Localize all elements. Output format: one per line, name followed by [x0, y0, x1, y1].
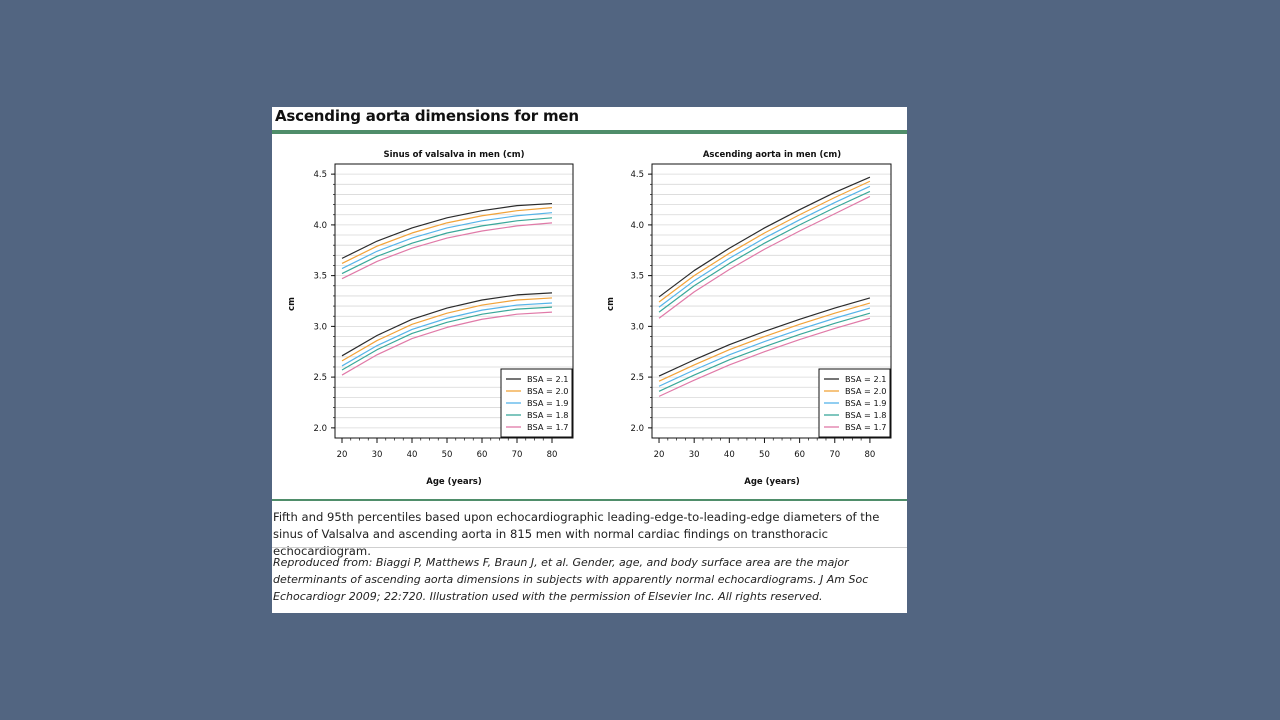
chart-title: Sinus of valsalva in men (cm)	[383, 150, 524, 160]
x-tick-label: 70	[512, 450, 523, 460]
plot-frame	[334, 163, 574, 439]
y-axis-label: cm	[287, 297, 297, 311]
figure-card: Ascending aorta dimensions for men 2.0 2.…	[272, 107, 907, 613]
page-title: Ascending aorta dimensions for men	[275, 107, 579, 125]
legend-label: BSA = 1.9	[527, 398, 569, 408]
series-line	[658, 176, 871, 298]
y-tick-label: 2.5	[313, 373, 327, 383]
x-tick-label: 30	[689, 450, 700, 460]
chart-title: Ascending aorta in men (cm)	[703, 150, 841, 160]
series-line	[658, 317, 871, 397]
y-tick-label: 4.0	[630, 221, 644, 231]
legend-label: BSA = 2.0	[527, 386, 569, 396]
y-tick-label: 4.5	[313, 170, 327, 180]
y-axis-label: cm	[606, 297, 616, 311]
series-line	[658, 180, 871, 303]
plot-frame	[651, 163, 892, 439]
figure-source: Reproduced from: Biaggi P, Matthews F, B…	[273, 556, 869, 603]
legend-label: BSA = 1.7	[845, 422, 887, 432]
x-tick-label: 40	[724, 450, 735, 460]
series-line	[341, 212, 553, 270]
x-tick-label: 80	[547, 450, 558, 460]
y-tick-label: 4.0	[313, 221, 327, 231]
y-tick-label: 4.5	[630, 170, 644, 180]
x-tick-label: 80	[864, 450, 875, 460]
series-line	[341, 297, 553, 362]
charts-area: 2.0 2.5 3.0 3.5 4.0 4.5 20 30 40 50 60 70 80 Sinus of…	[287, 150, 892, 487]
series-line	[658, 312, 871, 392]
series-line	[658, 307, 871, 387]
y-tick-label: 3.0	[630, 322, 644, 332]
title-divider	[272, 130, 907, 134]
x-tick-label: 60	[477, 450, 488, 460]
legend-label: BSA = 1.7	[527, 422, 569, 432]
series-line	[341, 202, 553, 259]
series-line	[658, 302, 871, 382]
series-line	[341, 222, 553, 280]
series-line	[658, 297, 871, 377]
x-tick-label: 30	[372, 450, 383, 460]
legend-label: BSA = 2.1	[845, 374, 887, 384]
legend-label: BSA = 1.8	[845, 410, 887, 420]
x-tick-label: 50	[442, 450, 453, 460]
x-axis-label: Age (years)	[426, 477, 482, 487]
y-tick-label: 2.0	[313, 424, 327, 434]
y-tick-label: 3.5	[630, 272, 644, 282]
series-line	[658, 185, 871, 308]
figure-caption: Fifth and 95th percentiles based upon ec…	[273, 510, 880, 558]
legend-label: BSA = 1.8	[527, 410, 569, 420]
x-tick-label: 20	[337, 450, 348, 460]
series-line	[658, 195, 871, 319]
legend-label: BSA = 2.0	[845, 386, 887, 396]
y-tick-label: 3.5	[313, 272, 327, 282]
series-line	[341, 217, 553, 275]
chart-panel-1: 2.0 2.5 3.0 3.5 4.0 4.5 20 30 40 50 60 70 80 Sinus of…	[287, 150, 574, 487]
series-line	[341, 311, 553, 376]
series-line	[341, 292, 553, 357]
series-line	[658, 190, 871, 313]
series-line	[341, 207, 553, 264]
x-tick-label: 60	[794, 450, 805, 460]
series-line	[341, 302, 553, 367]
chart-panel-2: 2.0 2.5 3.0 3.5 4.0 4.5 20 30 40 50 60 70 80 Ascendin…	[606, 150, 892, 487]
y-tick-label: 3.0	[313, 322, 327, 332]
x-tick-label: 20	[654, 450, 665, 460]
x-tick-label: 70	[829, 450, 840, 460]
x-tick-label: 40	[407, 450, 418, 460]
legend-label: BSA = 2.1	[527, 374, 569, 384]
legend-label: BSA = 1.9	[845, 398, 887, 408]
x-axis-label: Age (years)	[744, 477, 800, 487]
series-line	[341, 306, 553, 371]
caption-divider	[272, 499, 907, 501]
x-tick-label: 50	[759, 450, 770, 460]
y-tick-label: 2.0	[630, 424, 644, 434]
source-divider	[272, 547, 907, 548]
y-tick-label: 2.5	[630, 373, 644, 383]
